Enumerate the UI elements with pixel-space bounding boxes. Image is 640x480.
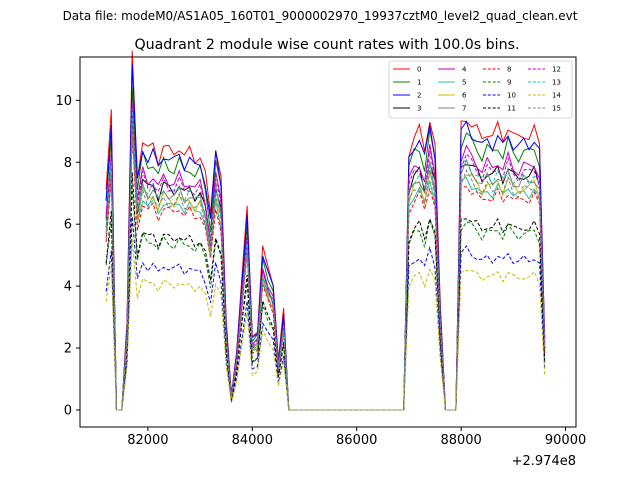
legend-label: 12 xyxy=(552,66,561,74)
legend-label: 13 xyxy=(552,79,561,87)
legend-box xyxy=(388,60,573,119)
series-line-14 xyxy=(105,238,546,411)
series-line-8 xyxy=(105,132,546,411)
legend-label: 10 xyxy=(507,92,516,100)
y-tick-label: 8 xyxy=(64,156,72,171)
series-line-9 xyxy=(105,187,546,411)
axes-frame xyxy=(79,56,577,428)
series-line-7 xyxy=(105,119,546,411)
x-offset-label: +2.974e8 xyxy=(512,454,576,469)
legend-label: 9 xyxy=(507,79,511,87)
legend-label: 7 xyxy=(462,105,466,113)
legend-label: 3 xyxy=(417,105,421,113)
x-tick-label: 86000 xyxy=(336,433,377,448)
series-line-15 xyxy=(105,132,546,411)
y-tick-label: 2 xyxy=(64,342,72,357)
legend-label: 2 xyxy=(417,92,421,100)
chart-title: Quadrant 2 module wise count rates with … xyxy=(134,37,519,53)
y-tick-label: 10 xyxy=(55,94,72,109)
x-tick-label: 88000 xyxy=(440,433,481,448)
x-tick-label: 90000 xyxy=(545,433,586,448)
series-line-3 xyxy=(105,106,546,411)
legend-label: 4 xyxy=(462,66,467,74)
legend-label: 0 xyxy=(417,66,421,74)
chart-suptitle: Data file: modeM0/AS1A05_160T01_90000029… xyxy=(63,9,578,23)
plot-area xyxy=(105,50,546,411)
x-tick-label: 84000 xyxy=(232,433,273,448)
legend-label: 8 xyxy=(507,66,511,74)
x-axis: 82000 84000 86000 88000 90000 xyxy=(127,427,586,448)
legend-label: 5 xyxy=(462,79,466,87)
series-line-10 xyxy=(105,216,546,411)
x-tick-label: 82000 xyxy=(127,433,168,448)
legend-label: 6 xyxy=(462,92,467,100)
y-axis: 0 2 4 6 8 10 xyxy=(55,94,80,418)
legend-label: 11 xyxy=(507,105,516,113)
series-line-1 xyxy=(105,86,546,411)
legend-label: 1 xyxy=(417,79,421,87)
legend-label: 15 xyxy=(552,105,561,113)
series-line-11 xyxy=(105,172,546,411)
legend-label: 14 xyxy=(552,92,561,100)
series-line-12 xyxy=(105,111,546,411)
y-tick-label: 0 xyxy=(64,403,72,418)
y-tick-label: 4 xyxy=(64,280,72,295)
y-tick-label: 6 xyxy=(64,218,72,233)
